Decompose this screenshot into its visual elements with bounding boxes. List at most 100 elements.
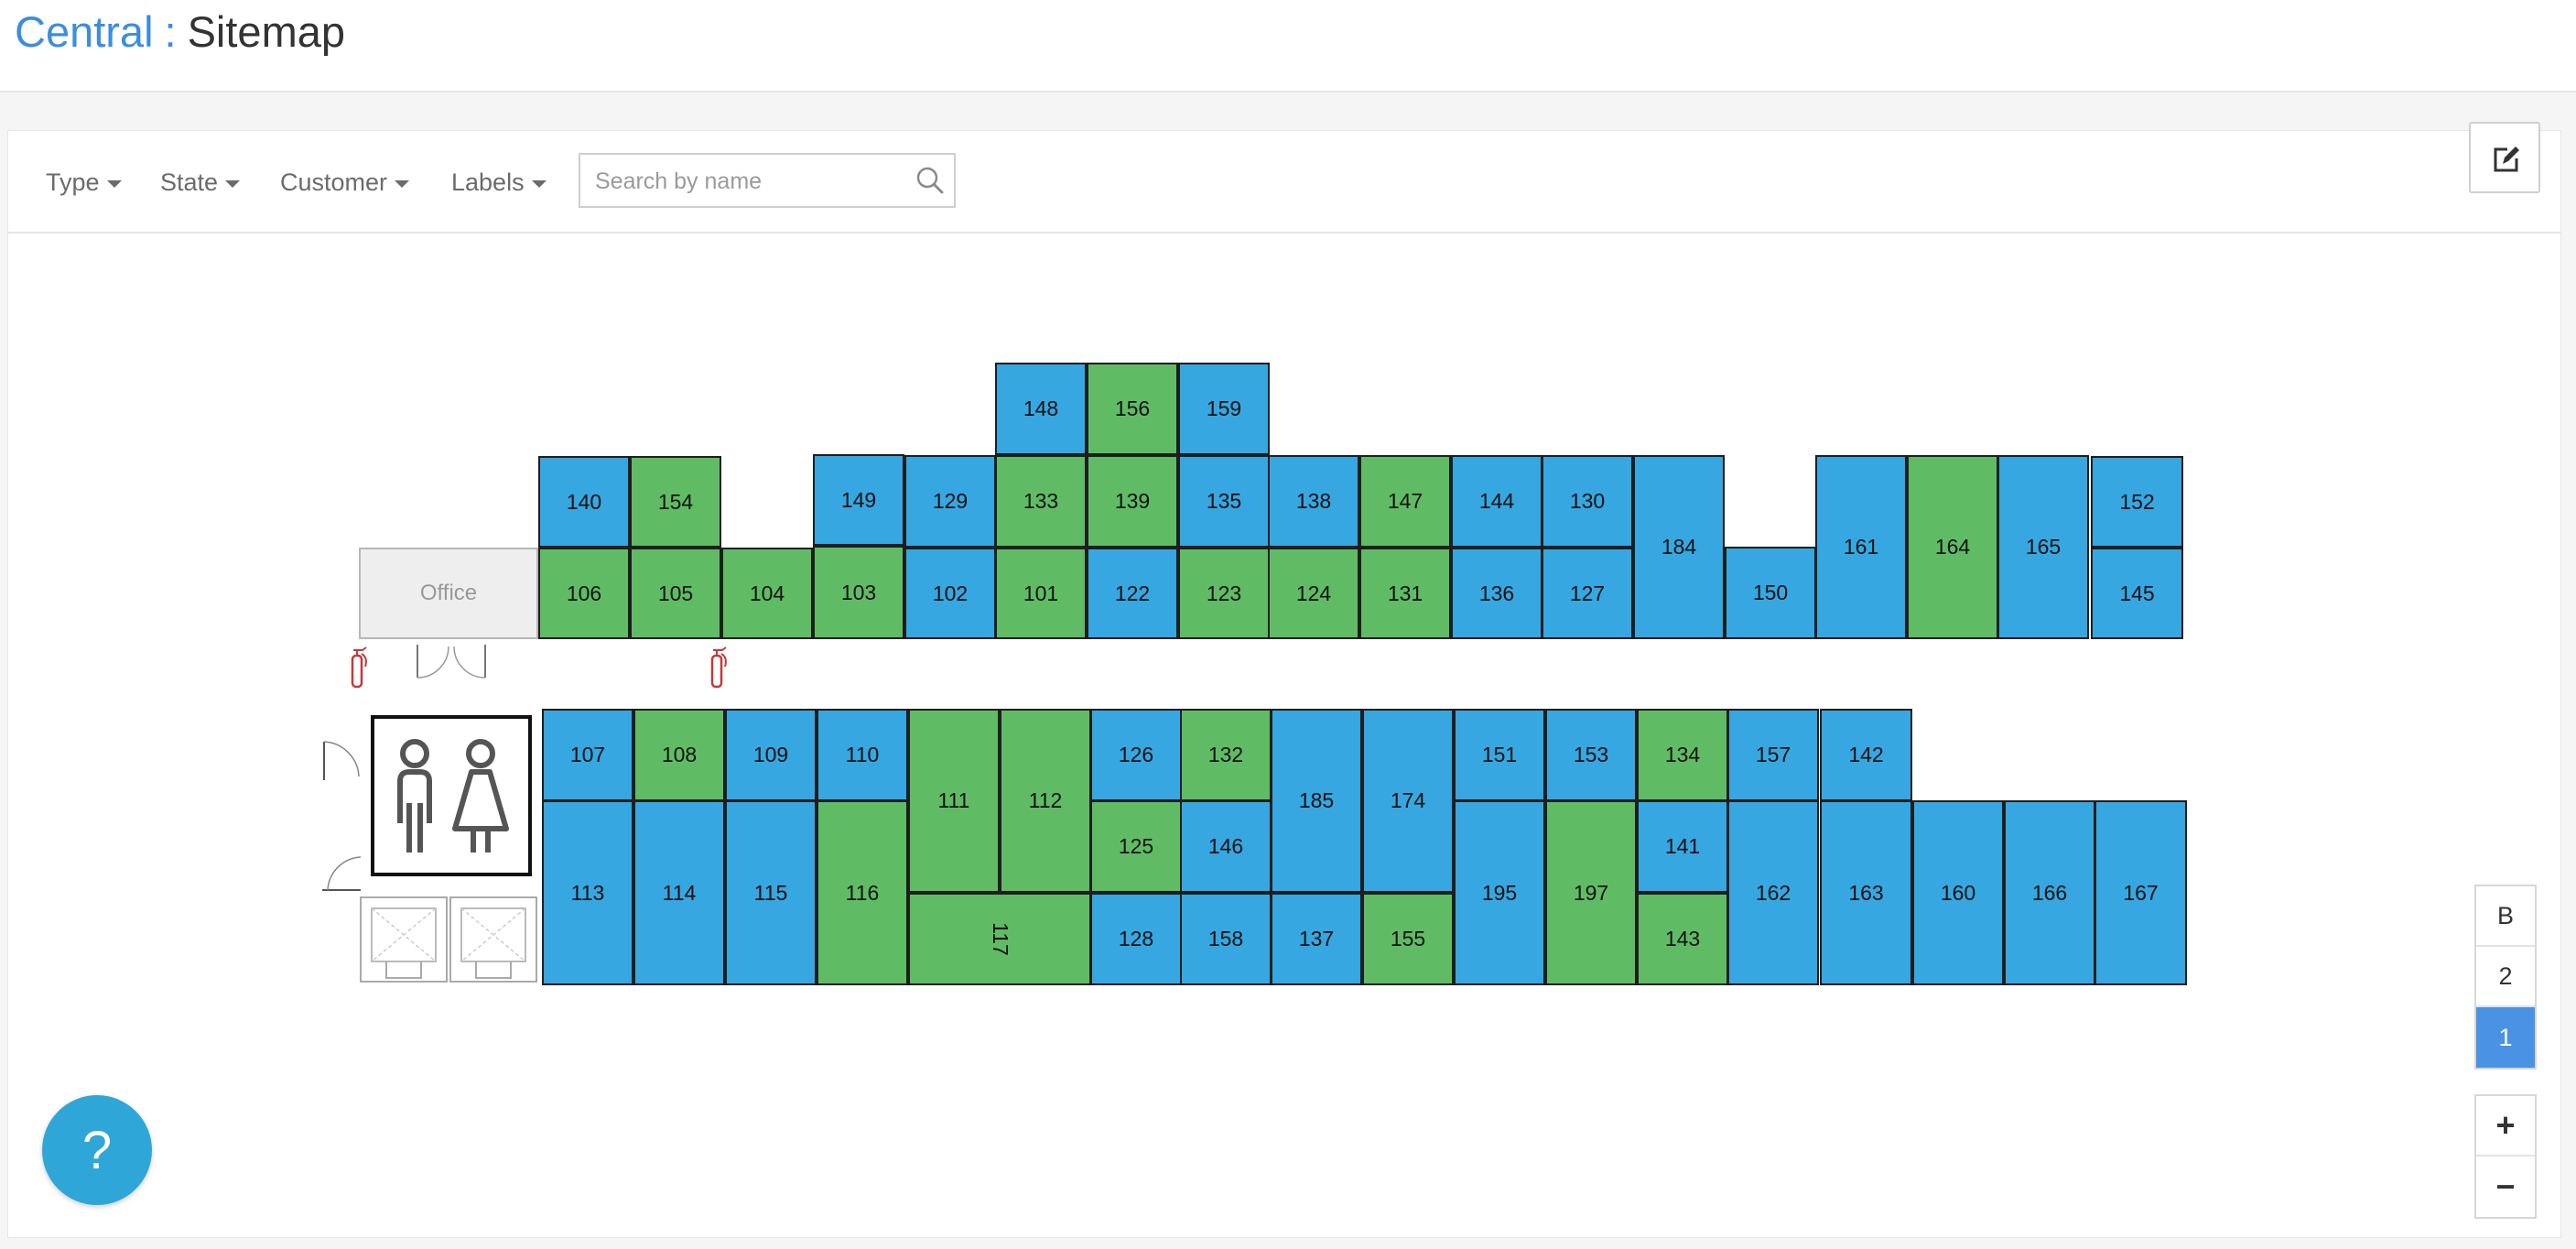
unit-167[interactable]: 167 (2094, 800, 2187, 985)
unit-150[interactable]: 150 (1725, 547, 1816, 639)
unit-115[interactable]: 115 (725, 800, 817, 985)
unit-124[interactable]: 124 (1268, 548, 1359, 639)
unit-112[interactable]: 112 (1000, 709, 1091, 893)
unit-128[interactable]: 128 (1090, 893, 1182, 985)
unit-151[interactable]: 151 (1454, 709, 1545, 801)
unit-109[interactable]: 109 (725, 709, 817, 801)
unit-143[interactable]: 143 (1637, 893, 1728, 985)
zoom-out-button[interactable]: − (2495, 1168, 2516, 1205)
filter-customer-dropdown[interactable]: Customer (280, 164, 410, 201)
unit-154[interactable]: 154 (630, 456, 721, 548)
unit-161[interactable]: 161 (1815, 455, 1907, 639)
unit-160[interactable]: 160 (1912, 800, 2004, 985)
unit-139[interactable]: 139 (1087, 455, 1178, 548)
unit-135[interactable]: 135 (1178, 455, 1270, 548)
unit-122[interactable]: 122 (1087, 548, 1178, 639)
unit-197[interactable]: 197 (1545, 800, 1637, 985)
unit-label: 112 (1028, 788, 1063, 812)
unit-152[interactable]: 152 (2091, 456, 2183, 548)
unit-114[interactable]: 114 (633, 800, 725, 985)
unit-111[interactable]: 111 (908, 709, 1000, 893)
unit-label: 133 (1023, 489, 1059, 513)
floor-1-button[interactable]: 1 (2476, 1007, 2535, 1068)
unit-162[interactable]: 162 (1727, 800, 1819, 985)
search-icon[interactable] (915, 166, 945, 195)
unit-label: 141 (1664, 834, 1701, 858)
unit-label: 111 (937, 788, 970, 812)
unit-label: 157 (1755, 743, 1791, 766)
unit-145[interactable]: 145 (2091, 548, 2183, 639)
unit-146[interactable]: 146 (1180, 800, 1272, 893)
floor-2-button[interactable]: 2 (2476, 947, 2535, 1007)
unit-142[interactable]: 142 (1820, 709, 1912, 801)
unit-132[interactable]: 132 (1180, 709, 1272, 801)
unit-159[interactable]: 159 (1178, 363, 1270, 455)
unit-157[interactable]: 157 (1727, 709, 1819, 801)
unit-label: 144 (1478, 489, 1515, 513)
unit-125[interactable]: 125 (1090, 800, 1182, 893)
unit-107[interactable]: 107 (542, 709, 633, 801)
unit-164[interactable]: 164 (1907, 455, 1998, 639)
unit-101[interactable]: 101 (995, 548, 1087, 639)
brand-link[interactable]: Central (15, 7, 154, 56)
unit-153[interactable]: 153 (1545, 709, 1637, 801)
unit-163[interactable]: 163 (1820, 800, 1912, 985)
unit-141[interactable]: 141 (1637, 800, 1728, 893)
unit-label: 107 (569, 743, 606, 766)
filter-state-dropdown[interactable]: State (160, 164, 241, 201)
unit-104[interactable]: 104 (721, 548, 813, 639)
unit-126[interactable]: 126 (1090, 709, 1182, 801)
unit-129[interactable]: 129 (904, 455, 996, 548)
unit-116[interactable]: 116 (817, 800, 908, 985)
filter-labels-dropdown[interactable]: Labels (451, 164, 547, 201)
unit-110[interactable]: 110 (817, 709, 908, 801)
unit-165[interactable]: 165 (1997, 455, 2089, 639)
unit-156[interactable]: 156 (1087, 363, 1178, 455)
unit-123[interactable]: 123 (1178, 548, 1270, 639)
edit-map-button[interactable] (2469, 122, 2540, 193)
unit-117[interactable]: 117 (908, 893, 1091, 985)
unit-103[interactable]: 103 (813, 546, 904, 639)
unit-195[interactable]: 195 (1454, 800, 1545, 985)
unit-label: 159 (1206, 396, 1242, 420)
unit-147[interactable]: 147 (1359, 455, 1451, 548)
unit-105[interactable]: 105 (630, 548, 721, 639)
unit-144[interactable]: 144 (1451, 455, 1542, 548)
unit-label: 138 (1295, 489, 1332, 513)
unit-label: 166 (2031, 880, 2068, 905)
unit-label: 117 (988, 922, 1012, 956)
unit-133[interactable]: 133 (995, 455, 1087, 548)
unit-label: 151 (1481, 743, 1518, 766)
unit-137[interactable]: 137 (1271, 893, 1362, 985)
unit-184[interactable]: 184 (1633, 455, 1725, 639)
unit-102[interactable]: 102 (904, 548, 996, 639)
unit-label: 124 (1295, 581, 1332, 605)
unit-140[interactable]: 140 (538, 456, 630, 548)
unit-155[interactable]: 155 (1362, 893, 1454, 985)
unit-148[interactable]: 148 (995, 363, 1087, 455)
unit-127[interactable]: 127 (1542, 548, 1633, 639)
unit-label: 160 (1940, 880, 1976, 905)
unit-label: 184 (1661, 535, 1697, 559)
help-button[interactable]: ? (42, 1095, 152, 1205)
zoom-in-button[interactable]: + (2476, 1096, 2535, 1157)
unit-138[interactable]: 138 (1268, 455, 1359, 548)
unit-label: 195 (1481, 880, 1518, 905)
unit-label: 165 (2025, 535, 2062, 559)
unit-131[interactable]: 131 (1359, 548, 1451, 639)
unit-label: 126 (1118, 743, 1154, 766)
floor-b-button[interactable]: B (2476, 886, 2535, 947)
unit-185[interactable]: 185 (1271, 709, 1362, 893)
unit-130[interactable]: 130 (1542, 455, 1633, 548)
unit-113[interactable]: 113 (542, 800, 633, 985)
unit-158[interactable]: 158 (1180, 893, 1272, 985)
unit-174[interactable]: 174 (1362, 709, 1454, 893)
unit-149[interactable]: 149 (813, 454, 904, 546)
filter-type-dropdown[interactable]: Type (46, 164, 122, 201)
search-input[interactable] (593, 163, 899, 200)
unit-166[interactable]: 166 (2004, 800, 2095, 985)
unit-134[interactable]: 134 (1637, 709, 1728, 801)
unit-136[interactable]: 136 (1451, 548, 1542, 639)
unit-106[interactable]: 106 (538, 548, 630, 639)
unit-108[interactable]: 108 (633, 709, 725, 801)
